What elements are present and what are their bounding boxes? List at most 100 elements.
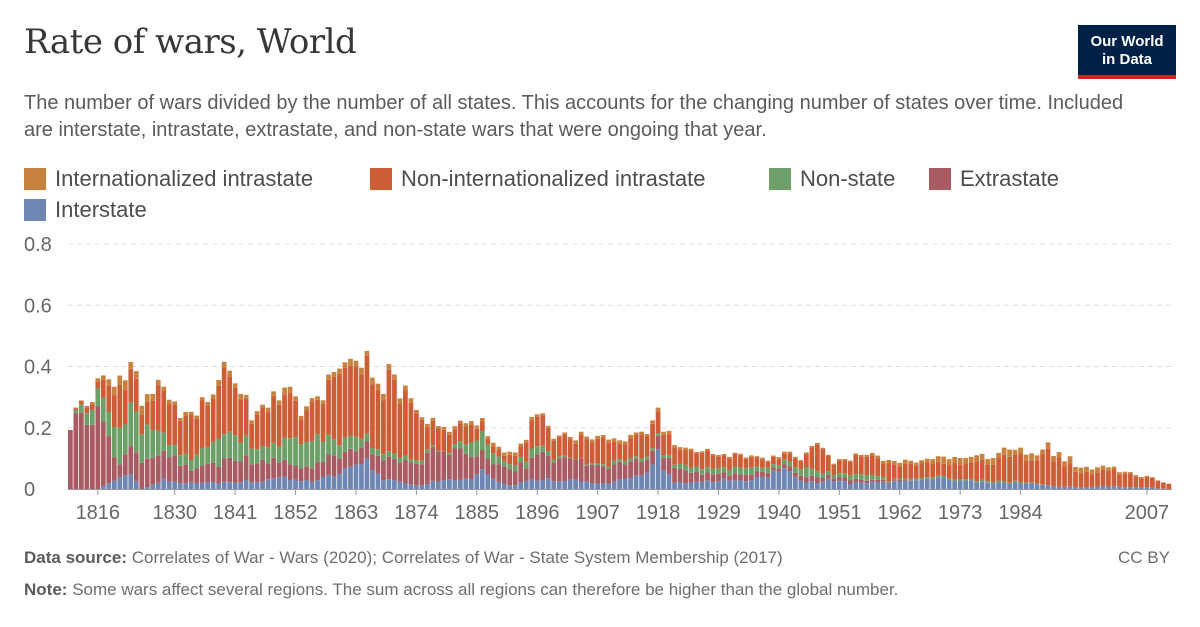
bar-segment xyxy=(738,474,743,481)
bar-segment xyxy=(556,481,562,489)
bar-segment xyxy=(1012,454,1018,481)
bar-segment xyxy=(825,455,831,472)
bar-segment xyxy=(320,476,326,489)
bar-segment xyxy=(683,464,688,471)
bar-segment xyxy=(880,464,886,477)
bar-segment xyxy=(721,455,727,468)
bar-segment xyxy=(529,448,535,458)
legend-item-non-state[interactable]: Non-state xyxy=(769,166,895,192)
bar-segment xyxy=(661,470,666,489)
bar-segment xyxy=(523,461,529,469)
bar-segment xyxy=(304,479,309,489)
bar-segment xyxy=(392,480,397,489)
bar-segment xyxy=(364,458,370,489)
bar-segment xyxy=(589,482,595,489)
bar-segment xyxy=(996,458,1001,481)
bar-segment xyxy=(265,412,271,448)
legend-item-extrastate[interactable]: Extrastate xyxy=(929,166,1059,192)
bar-segment xyxy=(688,472,694,483)
bar-segment xyxy=(683,483,688,489)
bar-segment xyxy=(886,481,892,483)
bar-segment xyxy=(902,481,908,489)
bar-segment xyxy=(919,479,925,489)
logo-line-1: Our World xyxy=(1090,33,1164,50)
bar-segment xyxy=(710,468,716,475)
bar-segment xyxy=(600,464,606,467)
bar-segment xyxy=(254,414,260,450)
legend-item-interstate[interactable]: Interstate xyxy=(24,197,147,223)
bar-segment xyxy=(375,473,381,489)
bar-segment xyxy=(507,451,513,455)
bar-segment xyxy=(188,411,194,415)
bar-segment xyxy=(188,414,194,461)
bar-segment xyxy=(941,463,947,476)
legend-item-non-internationalized[interactable]: Non-internationalized intrastate xyxy=(370,166,706,192)
bar-segment xyxy=(337,473,342,489)
bar-segment xyxy=(518,462,524,483)
bar-segment xyxy=(282,437,287,461)
bar-segment xyxy=(425,449,430,453)
bar-segment xyxy=(765,460,771,462)
bar-segment xyxy=(935,456,941,462)
bar-segment xyxy=(293,479,298,489)
bar-segment xyxy=(842,459,848,461)
bar-segment xyxy=(650,464,655,489)
bar-segment xyxy=(721,472,727,479)
owid-logo[interactable]: Our World in Data xyxy=(1078,25,1176,79)
note-text: Some wars affect several regions. The su… xyxy=(72,580,899,599)
bar-segment xyxy=(1007,449,1012,457)
license-link[interactable]: CC BY xyxy=(1118,548,1170,567)
bar-segment xyxy=(95,381,101,389)
bar-segment xyxy=(716,468,721,474)
bar-segment xyxy=(540,451,546,481)
bar-segment xyxy=(436,481,441,489)
bar-segment xyxy=(820,473,826,478)
bar-segment xyxy=(298,415,304,420)
bar-segment xyxy=(260,407,265,446)
bar-segment xyxy=(1007,482,1012,484)
bar-segment xyxy=(787,471,793,489)
bar-segment xyxy=(276,404,282,447)
bar-segment xyxy=(628,434,633,439)
bar-segment xyxy=(935,461,941,476)
bar-segment xyxy=(227,457,233,483)
bar-segment xyxy=(463,453,469,479)
bar-segment xyxy=(875,479,881,482)
bar-segment xyxy=(836,480,842,489)
bar-segment xyxy=(161,432,167,451)
bar-segment xyxy=(595,463,601,466)
bar-segment xyxy=(265,479,271,489)
bar-segment xyxy=(375,449,381,456)
bar-segment xyxy=(825,454,831,456)
legend-item-internationalized[interactable]: Internationalized intrastate xyxy=(24,166,313,192)
bar-segment xyxy=(963,479,969,481)
bar-segment xyxy=(73,413,79,489)
bar-segment xyxy=(139,414,145,435)
bar-segment xyxy=(584,439,590,465)
bar-segment xyxy=(578,434,584,458)
bar-segment xyxy=(501,455,507,462)
bar-segment xyxy=(606,442,611,467)
bar-segment xyxy=(84,405,90,408)
bar-segment xyxy=(897,466,903,479)
bar-segment xyxy=(348,435,353,449)
bar-segment xyxy=(117,477,123,489)
bar-segment xyxy=(381,460,386,481)
bar-segment xyxy=(672,445,677,448)
bar-segment xyxy=(985,464,990,482)
bar-segment xyxy=(205,463,211,483)
bar-segment xyxy=(436,450,441,452)
bar-segment xyxy=(820,447,826,450)
bar-segment xyxy=(144,458,150,488)
bar-segment xyxy=(419,464,425,486)
bar-segment xyxy=(95,406,101,489)
bar-segment xyxy=(309,441,315,469)
bar-segment xyxy=(117,427,123,465)
bar-segment xyxy=(1062,461,1067,467)
bar-segment xyxy=(567,457,573,459)
bar-segment xyxy=(468,421,474,425)
bar-segment xyxy=(534,454,540,481)
bar-segment xyxy=(578,457,584,459)
bar-segment xyxy=(782,453,787,460)
bar-segment xyxy=(1029,482,1034,483)
